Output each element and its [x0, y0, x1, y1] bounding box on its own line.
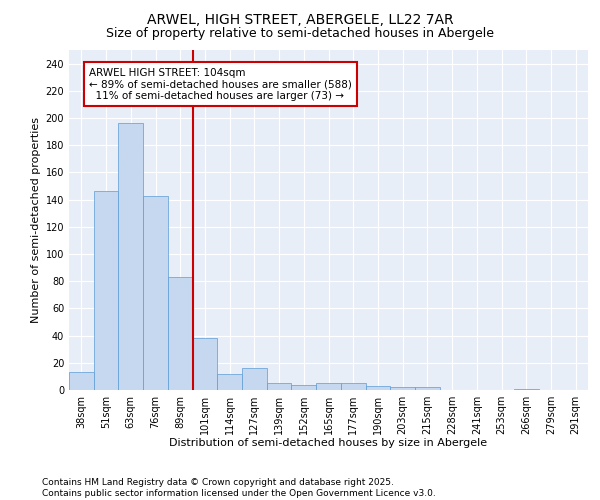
X-axis label: Distribution of semi-detached houses by size in Abergele: Distribution of semi-detached houses by … [169, 438, 488, 448]
Bar [118, 124, 143, 390]
Bar [193, 338, 217, 390]
Bar [242, 368, 267, 390]
Text: ARWEL HIGH STREET: 104sqm
← 89% of semi-detached houses are smaller (588)
  11% : ARWEL HIGH STREET: 104sqm ← 89% of semi-… [89, 68, 352, 101]
Bar [267, 383, 292, 390]
Text: ARWEL, HIGH STREET, ABERGELE, LL22 7AR: ARWEL, HIGH STREET, ABERGELE, LL22 7AR [146, 12, 454, 26]
Bar [217, 374, 242, 390]
Bar [341, 383, 365, 390]
Bar [292, 384, 316, 390]
Bar [365, 386, 390, 390]
Bar [143, 196, 168, 390]
Bar [94, 192, 118, 390]
Bar [514, 388, 539, 390]
Bar [390, 388, 415, 390]
Bar [415, 388, 440, 390]
Bar [69, 372, 94, 390]
Y-axis label: Number of semi-detached properties: Number of semi-detached properties [31, 117, 41, 323]
Text: Size of property relative to semi-detached houses in Abergele: Size of property relative to semi-detach… [106, 28, 494, 40]
Bar [168, 277, 193, 390]
Bar [316, 383, 341, 390]
Text: Contains HM Land Registry data © Crown copyright and database right 2025.
Contai: Contains HM Land Registry data © Crown c… [42, 478, 436, 498]
